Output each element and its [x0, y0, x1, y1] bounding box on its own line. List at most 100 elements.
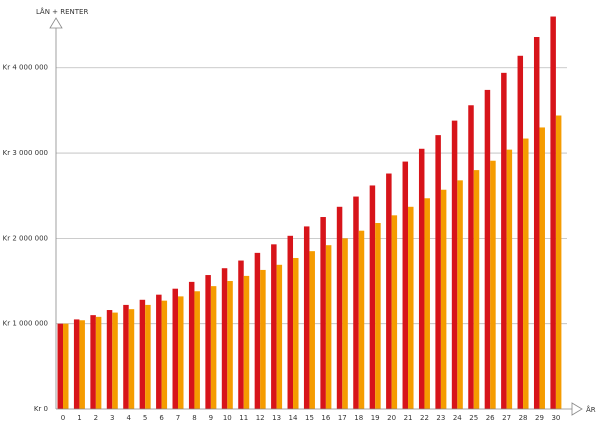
bar [106, 310, 113, 409]
x-tick-label: 15 [305, 414, 314, 422]
bar [358, 230, 365, 409]
bar [550, 16, 556, 409]
bar [227, 281, 233, 409]
x-tick-label: 0 [61, 414, 65, 422]
x-tick-label: 9 [209, 414, 213, 422]
y-tick-label: Kr 4 000 000 [3, 64, 48, 72]
x-tick-label: 6 [159, 414, 164, 422]
x-tick-label: 30 [551, 414, 560, 422]
bar [156, 294, 162, 409]
x-tick-label: 2 [94, 414, 98, 422]
bar [178, 296, 184, 409]
bar [484, 89, 491, 410]
bar [309, 251, 315, 409]
bar [128, 309, 135, 409]
bar [402, 161, 409, 409]
bar [418, 148, 425, 409]
bar [468, 105, 474, 410]
x-tick-label: 7 [176, 414, 180, 422]
x-tick-label: 10 [223, 414, 232, 422]
y-tick-label: Kr 3 000 000 [3, 149, 48, 157]
bar [353, 196, 359, 409]
y-axis-label: LÅN + RENTER [36, 7, 88, 16]
bar [79, 320, 85, 409]
x-tick-label: 8 [192, 414, 196, 422]
x-tick-label: 3 [110, 414, 114, 422]
y-tick-label: Kr 0 [34, 405, 48, 413]
x-tick-label: 21 [404, 414, 413, 422]
bar [451, 120, 458, 409]
bar [63, 323, 69, 409]
bar [336, 206, 343, 409]
bar [112, 312, 118, 409]
y-tick-label: Kr 2 000 000 [3, 234, 48, 242]
bar [506, 149, 513, 409]
bar [145, 304, 151, 409]
bar [303, 226, 310, 409]
bar [517, 55, 524, 410]
bar [205, 275, 211, 409]
bar [221, 268, 228, 409]
bar [369, 185, 376, 409]
x-tick-label: 24 [453, 414, 462, 422]
bar [95, 316, 102, 409]
bar [293, 257, 299, 409]
x-axis-label: ÅR [586, 405, 596, 414]
bar [386, 173, 392, 409]
bar [555, 115, 562, 409]
y-axis-arrow [49, 17, 63, 29]
x-tick-label: 27 [502, 414, 511, 422]
bar [73, 319, 80, 409]
x-tick-label: 25 [469, 414, 478, 422]
bar [342, 238, 348, 409]
bar [276, 264, 283, 409]
bar [287, 235, 294, 409]
x-tick-label: 4 [126, 414, 131, 422]
bar [408, 206, 414, 409]
bar [501, 72, 507, 409]
x-tick-label: 20 [387, 414, 396, 422]
bar [391, 215, 398, 409]
bars [57, 16, 562, 410]
bar [188, 281, 195, 409]
x-tick-label: 26 [486, 414, 495, 422]
bar [424, 198, 430, 409]
x-tick-label: 18 [354, 414, 363, 422]
bar [123, 304, 129, 409]
x-tick-label: 13 [272, 414, 281, 422]
bar [435, 135, 441, 409]
bar [457, 180, 463, 409]
y-tick-label: Kr 1 000 000 [3, 320, 48, 328]
bar [210, 286, 217, 409]
x-tick-label: 17 [338, 414, 347, 422]
bar [172, 288, 179, 409]
x-tick-label: 22 [420, 414, 429, 422]
bar [57, 323, 63, 409]
bar [533, 37, 540, 409]
bar [194, 291, 200, 409]
bar [440, 189, 447, 409]
bar [161, 300, 168, 409]
x-tick-label: 16 [321, 414, 330, 422]
x-tick-label: 28 [519, 414, 528, 422]
bar [271, 244, 277, 409]
x-tick-label: 19 [371, 414, 380, 422]
x-tick-label: 12 [256, 414, 265, 422]
bar [523, 138, 529, 409]
bar [375, 223, 381, 409]
bar [90, 315, 96, 409]
x-tick-label: 23 [436, 414, 445, 422]
bar [473, 170, 480, 409]
bar [139, 299, 146, 409]
x-tick-label: 5 [143, 414, 147, 422]
x-tick-label: 29 [535, 414, 544, 422]
bar [325, 245, 332, 409]
x-axis-arrow [571, 402, 583, 416]
bar [539, 127, 545, 409]
bar [238, 260, 244, 409]
x-tick-label: 1 [77, 414, 81, 422]
bar [243, 275, 250, 409]
bar [260, 269, 266, 409]
